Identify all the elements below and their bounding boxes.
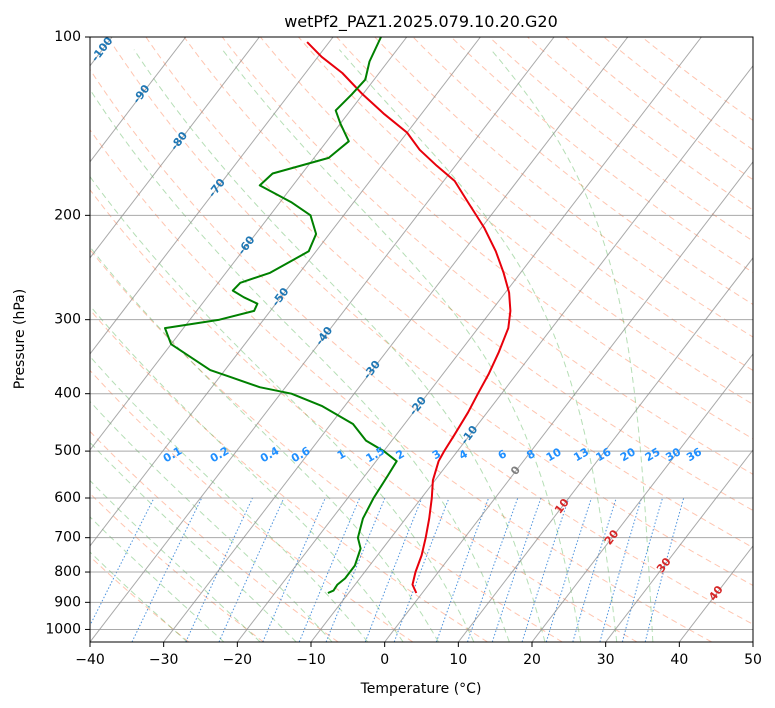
plot-frame [89, 36, 754, 643]
mixing-ratio-line [521, 497, 570, 642]
dry-adiabat-line [90, 430, 339, 642]
dry-adiabat-line [183, 37, 753, 512]
y-tick-label: 600 [54, 490, 81, 506]
y-tick-label: 200 [54, 207, 81, 223]
moist-adiabat-line [90, 441, 297, 642]
dry-adiabat-line [527, 37, 753, 211]
isotherm-line [90, 37, 481, 547]
y-tick-label: 100 [54, 29, 81, 45]
y-tick-label: 500 [54, 443, 81, 459]
y-tick-label: 900 [54, 594, 81, 610]
dry-adiabat-line [145, 37, 753, 549]
moist-adiabat-line [90, 479, 261, 642]
mixing-ratio-line [262, 497, 326, 642]
mixing-ratio-line [364, 497, 423, 642]
dry-adiabat-line [336, 37, 753, 371]
isotherm-line [90, 37, 260, 259]
dewpoint-profile-line [164, 37, 398, 594]
dry-adiabat-line [488, 37, 753, 242]
dry-adiabat-line [603, 37, 753, 151]
isotherm-line [752, 641, 753, 642]
x-tick-label: 30 [597, 652, 615, 668]
isotherm-line [605, 449, 753, 642]
isotherm-line [457, 257, 753, 642]
y-axis-title: Pressure (hPa) [12, 289, 28, 389]
moist-adiabat-line [90, 551, 188, 642]
plot-background [90, 37, 753, 642]
moist-adiabat-line [90, 305, 404, 642]
x-tick-label: −30 [149, 652, 179, 668]
y-tick-label: 1000 [45, 621, 81, 637]
mixing-ratio-line [435, 497, 490, 642]
moist-adiabat-line [90, 355, 369, 642]
y-tick-label: 700 [54, 530, 81, 546]
isotherm-line [384, 161, 753, 642]
dry-adiabat-line [90, 68, 753, 625]
isotherm-line [310, 64, 753, 642]
x-tick-label: 20 [523, 652, 541, 668]
isotherm-line [90, 37, 334, 355]
mixing-ratio-line [491, 497, 542, 642]
profile-series [164, 37, 512, 594]
mixing-ratio-line [298, 497, 361, 642]
moist-adiabat-line [90, 516, 225, 642]
x-tick-label: 10 [449, 652, 467, 668]
x-tick-label: −40 [75, 652, 105, 668]
moist-adiabat-line [490, 49, 654, 642]
isotherm-line [236, 37, 702, 642]
mixing-ratio-line [644, 497, 685, 642]
isotherm-line [90, 37, 187, 163]
chart-title: wetPf2_PAZ1.2025.079.10.20.G20 [284, 12, 558, 32]
dry-adiabat-line [90, 188, 638, 642]
x-tick-label: 40 [670, 652, 688, 668]
reference-lines [90, 37, 753, 642]
mixing-ratio-line [545, 497, 592, 642]
isotherm-line [90, 37, 408, 451]
x-tick-label: 50 [744, 652, 762, 668]
dry-adiabat-line [90, 248, 563, 642]
dry-adiabat-line [90, 309, 488, 642]
mixing-ratio-line [131, 497, 203, 642]
y-tick-label: 300 [54, 312, 81, 328]
x-tick-label: 0 [380, 652, 389, 668]
dry-adiabat-line [90, 369, 414, 642]
isotherm-line [531, 353, 753, 642]
x-tick-label: −10 [296, 652, 326, 668]
dry-adiabat-line [107, 37, 753, 587]
y-tick-label: 400 [54, 386, 81, 402]
dry-adiabat-line [565, 37, 753, 181]
moist-adiabat-line [90, 246, 439, 642]
dry-adiabat-line [90, 129, 712, 642]
mixing-ratio-line [467, 497, 519, 642]
x-tick-label: −20 [223, 652, 253, 668]
mixing-ratio-line [572, 497, 617, 642]
mixing-ratio-line [90, 497, 155, 627]
isotherm-line [163, 37, 629, 642]
dry-adiabat-line [298, 37, 753, 405]
temperature-profile-line [306, 41, 512, 594]
mixing-ratio-line [621, 497, 663, 642]
moist-adiabat-line [90, 175, 475, 642]
dry-adiabat-line [260, 37, 753, 440]
dry-adiabat-line [374, 37, 753, 338]
mixing-ratio-line [599, 497, 642, 642]
isotherm-line [90, 37, 555, 642]
moist-adiabat-line [222, 49, 582, 642]
axes: −40 −30 −20 −10 0 10 20 30 40 50 100 200 300 400 500 60… [45, 29, 762, 668]
mixing-ratio-line [325, 497, 386, 642]
moist-adiabat-line [338, 49, 618, 642]
y-tick-label: 800 [54, 564, 81, 580]
moist-adiabat-line [133, 49, 546, 642]
x-axis-title: Temperature (°C) [360, 681, 482, 697]
